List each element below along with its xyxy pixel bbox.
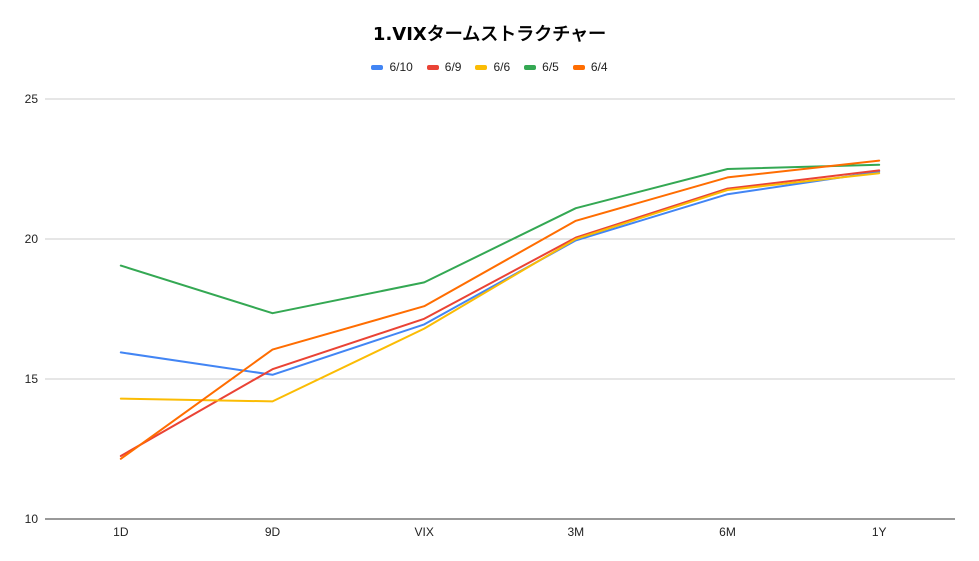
series-line-1 — [119, 169, 881, 457]
series-line-4 — [119, 159, 881, 460]
legend-label: 6/9 — [444, 60, 462, 74]
x-tick-label: 9D — [265, 525, 281, 539]
series-line-2 — [119, 172, 881, 403]
legend-label: 6/10 — [389, 60, 413, 74]
legend-item: 6/6 — [475, 60, 510, 74]
legend-label: 6/5 — [542, 60, 559, 74]
x-tick-label: 6M — [719, 525, 736, 539]
x-tick-label: 1Y — [872, 525, 887, 539]
legend-swatch — [426, 64, 439, 70]
x-tick-label: VIX — [414, 525, 433, 539]
x-tick-label: 3M — [567, 525, 584, 539]
y-tick-label: 25 — [25, 92, 39, 106]
legend-label: 6/6 — [493, 60, 511, 74]
legend-item: 6/9 — [426, 60, 462, 74]
series-line-3 — [119, 163, 881, 315]
legend-swatch — [524, 64, 537, 70]
chart-legend: 6/10 6/9 6/6 6/5 6/4 — [0, 60, 979, 74]
y-tick-label: 20 — [25, 232, 39, 246]
chart-title: 1.VIXタームストラクチャー — [372, 24, 607, 45]
legend-item: 6/4 — [572, 60, 608, 74]
legend-label: 6/4 — [590, 60, 608, 74]
legend-swatch — [475, 64, 488, 70]
legend-swatch — [371, 64, 384, 70]
series-line-0 — [119, 170, 881, 376]
y-tick-label: 10 — [25, 512, 39, 526]
x-tick-label: 1D — [113, 525, 129, 539]
legend-item: 6/5 — [524, 60, 559, 74]
y-tick-label: 15 — [25, 372, 39, 386]
legend-swatch — [572, 64, 585, 70]
legend-item: 6/10 — [371, 60, 413, 74]
